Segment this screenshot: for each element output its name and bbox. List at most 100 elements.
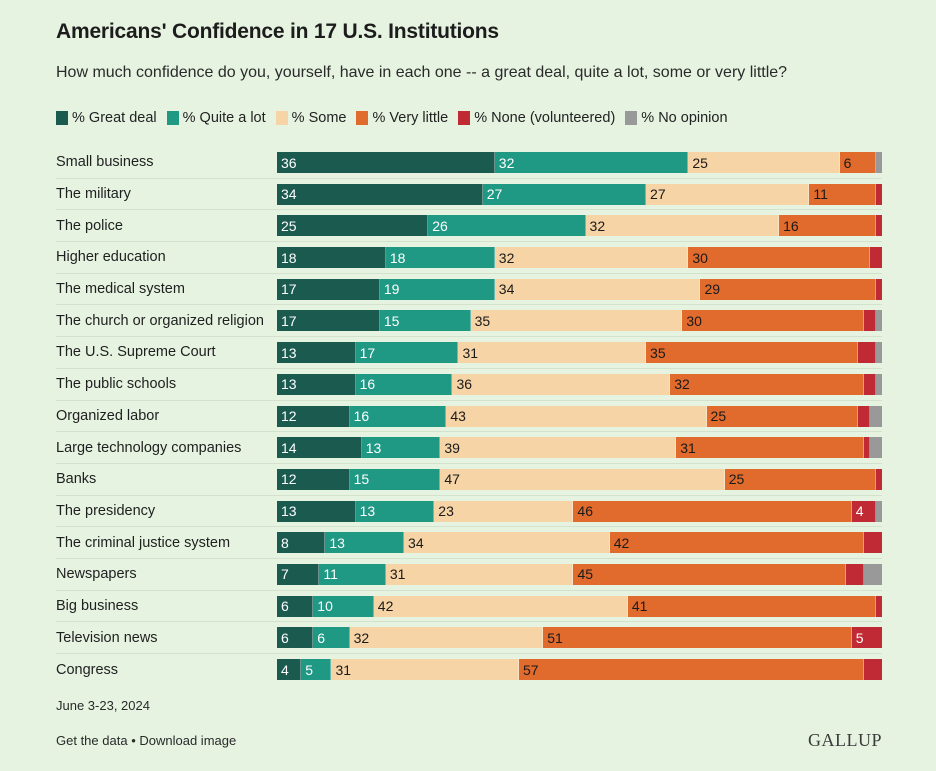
category-label: Television news (56, 629, 158, 646)
bar-segment-some: 31 (331, 659, 519, 680)
stacked-bar: 25 26 32 16 (277, 215, 882, 237)
data-label: 18 (281, 249, 297, 266)
bar-segment-great-deal: 7 (277, 563, 320, 585)
data-label: 36 (281, 154, 297, 171)
bar-segment-very-little: 51 (543, 627, 852, 649)
footer-links: Get the data • Download image (56, 733, 236, 748)
bar-segment-very-little: 32 (670, 373, 864, 395)
legend-swatch (56, 111, 68, 125)
stacked-bar: 17 19 34 29 (277, 278, 882, 300)
survey-date: June 3-23, 2024 (56, 698, 150, 713)
legend-item-no-opinion: % No opinion (625, 110, 728, 126)
bar-segment-none (857, 342, 876, 364)
legend-label: % None (volunteered) (474, 110, 616, 126)
chart-row: The public schools 13 16 36 32 (56, 369, 882, 401)
data-label: 13 (359, 503, 376, 520)
category-label: Newspapers (56, 566, 137, 583)
bar-segment-very-little: 16 (779, 215, 876, 237)
category-label: The public schools (56, 376, 177, 393)
bar-segment-some: 47 (440, 468, 725, 490)
legend-item-quite-a-lot: % Quite a lot (166, 110, 266, 126)
bar-segment-some: 32 (349, 627, 544, 649)
stacked-bar: 13 16 36 32 (277, 373, 882, 395)
data-label: 34 (498, 281, 515, 298)
stacked-bar: 7 11 31 45 (277, 563, 882, 585)
bar-segment-none (863, 373, 876, 395)
chart-rows: Small business 36 32 25 6 The military 34 27 27 1… (56, 147, 882, 686)
chart-row: Higher education 18 18 32 30 (56, 242, 882, 274)
chart-row: Newspapers 7 11 31 45 (56, 559, 882, 591)
chart-row: Banks 12 15 47 25 (56, 464, 882, 496)
stacked-bar: 17 15 35 30 (277, 310, 882, 332)
bar-segment-great-deal: 34 (277, 183, 483, 205)
data-label: 12 (281, 471, 297, 488)
category-label: Congress (56, 661, 119, 678)
bar-segment-none (863, 532, 882, 554)
bar-segment-quite-a-lot: 13 (355, 500, 435, 522)
bar-segment-very-little: 29 (700, 278, 876, 300)
gallup-logo[interactable]: GALLUP (808, 730, 882, 750)
data-label: 5 (305, 661, 313, 678)
legend-swatch (166, 111, 179, 125)
chart-row: The medical system 17 19 34 29 (56, 274, 882, 306)
data-label: 25 (728, 471, 745, 488)
bar-segment-some: 43 (446, 405, 707, 427)
bar-segment-very-little: 25 (724, 468, 876, 490)
bar-segment-some: 27 (646, 183, 810, 205)
bar-segment-some: 32 (585, 215, 780, 237)
bar-segment-quite-a-lot: 13 (325, 532, 405, 554)
data-label: 13 (281, 503, 297, 520)
data-label: 41 (631, 598, 648, 615)
category-label: Large technology companies (56, 439, 242, 456)
bar-segment-none (875, 183, 882, 205)
bar-segment-very-little: 11 (809, 183, 876, 205)
data-label: 31 (335, 661, 352, 678)
data-label: 13 (281, 376, 297, 393)
data-label: 8 (281, 534, 289, 551)
data-label: 13 (281, 344, 297, 361)
chart-row: Large technology companies 14 13 39 31 (56, 432, 882, 464)
bar-segment-none (875, 215, 882, 237)
category-label: Higher education (56, 249, 166, 266)
data-label: 16 (783, 217, 799, 234)
bar-segment-quite-a-lot: 10 (313, 595, 374, 617)
legend-item-none: % None (volunteered) (458, 110, 615, 126)
data-label: 31 (462, 344, 479, 361)
stacked-bar: 12 16 43 25 (277, 405, 882, 427)
legend-label: % Very little (372, 110, 449, 126)
bar-segment-quite-a-lot: 15 (379, 310, 471, 332)
data-label: 23 (438, 503, 454, 520)
bar-segment-great-deal: 13 (277, 373, 356, 395)
legend-label: % Great deal (72, 110, 157, 126)
bar-segment-no-opinion (869, 405, 882, 427)
bar-segment-very-little: 45 (573, 563, 846, 585)
stacked-bar: 14 13 39 31 (277, 437, 882, 459)
legend: % Great deal % Quite a lot % Some % Very li… (56, 110, 738, 126)
category-label: The medical system (56, 281, 185, 298)
bar-segment-very-little: 30 (682, 310, 864, 332)
download-image-link[interactable]: Download image (139, 733, 237, 748)
get-the-data-link[interactable]: Get the data (56, 733, 128, 748)
legend-swatch (275, 111, 288, 125)
category-label: Organized labor (56, 407, 160, 424)
legend-swatch (625, 111, 638, 125)
chart-row: Congress 4 5 31 57 (56, 654, 882, 686)
data-label: 17 (281, 281, 297, 298)
bar-segment-great-deal: 4 (277, 659, 302, 680)
bar-segment-no-opinion (875, 500, 882, 522)
footer-separator: • (131, 733, 136, 748)
data-label: 25 (710, 408, 727, 424)
chart-row: The military 34 27 27 11 (56, 179, 882, 211)
bar-segment-no-opinion (875, 373, 882, 395)
chart-row: The church or organized religion 17 15 35 30 (56, 305, 882, 338)
data-label: 17 (359, 344, 376, 361)
bar-segment-great-deal: 8 (277, 532, 326, 554)
data-label: 17 (281, 312, 297, 329)
bar-segment-none: 4 (851, 500, 876, 522)
bar-segment-none (875, 278, 882, 300)
data-label: 32 (498, 249, 515, 266)
bar-segment-some: 42 (373, 595, 628, 617)
data-label: 46 (577, 503, 593, 520)
data-label: 32 (674, 376, 690, 393)
data-label: 10 (317, 598, 333, 615)
